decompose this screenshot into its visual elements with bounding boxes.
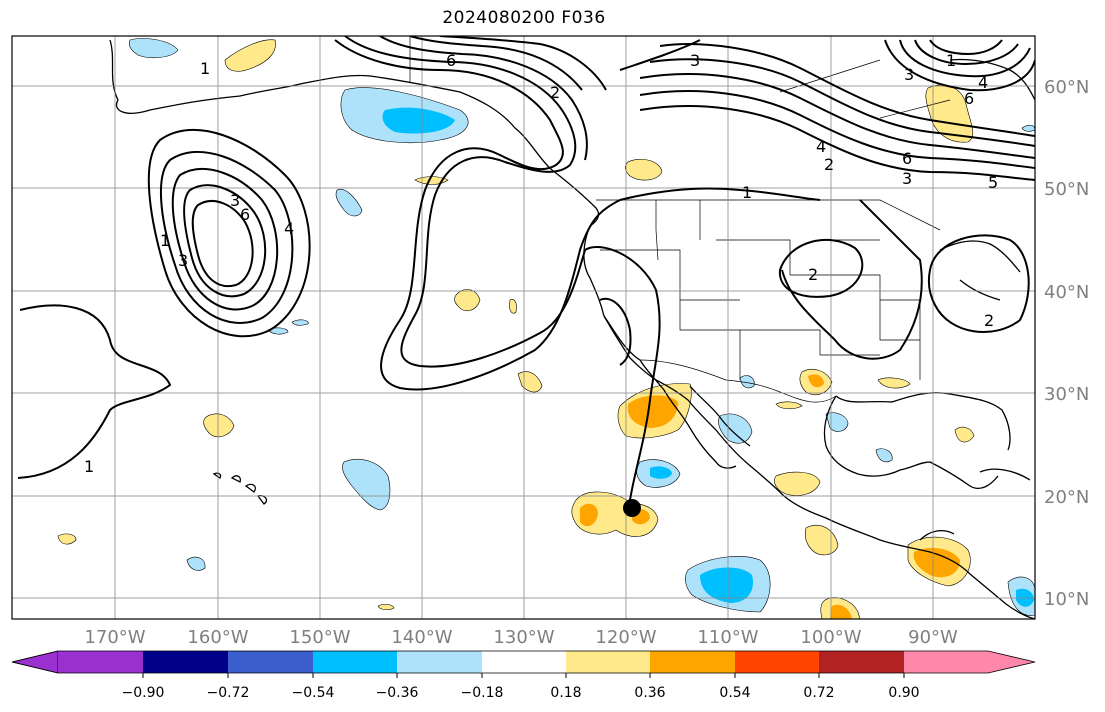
contour-label: 2 xyxy=(808,265,818,284)
contour-label: 3 xyxy=(902,169,912,188)
map-title: 2024080200 F036 xyxy=(442,8,606,28)
colorbar-tick-label: 0.90 xyxy=(888,685,919,701)
colorbar-segment xyxy=(397,651,482,673)
contour-label: 4 xyxy=(284,219,294,238)
contour-label: 6 xyxy=(446,51,456,70)
contour-label: 3 xyxy=(178,251,188,270)
colorbar-segment xyxy=(313,651,397,673)
contour-labels: 1 1 1 6 3 4 2 6 3 5 1 2 2 3 6 4 3 1 6 4 … xyxy=(84,51,998,476)
contour-label: 1 xyxy=(200,59,210,78)
colorbar-tick-label: −0.36 xyxy=(376,685,419,701)
contour-label: 3 xyxy=(690,51,700,70)
latitude-axis: 60°N 50°N 40°N 30°N 20°N 10°N xyxy=(1044,77,1089,610)
contour-label: 4 xyxy=(816,137,826,156)
contour-label: 6 xyxy=(240,205,250,224)
contour-label: 1 xyxy=(160,231,170,250)
lat-label: 20°N xyxy=(1044,487,1089,508)
colorbar-segment xyxy=(482,651,566,673)
contour-label: 2 xyxy=(984,311,994,330)
lon-label: 110°W xyxy=(697,627,758,648)
gridlines xyxy=(12,36,1035,619)
colorbar-tick-label: 0.72 xyxy=(803,685,834,701)
colorbar-segment xyxy=(735,651,819,673)
contour-label: 3 xyxy=(230,191,240,210)
contour-label: 5 xyxy=(988,173,998,192)
colorbar-segment xyxy=(58,651,143,673)
colorbar-tick-label: −0.72 xyxy=(207,685,250,701)
colorbar-outline xyxy=(11,650,1036,674)
contour-label: 4 xyxy=(978,73,988,92)
colorbar-tick-label: −0.90 xyxy=(122,685,165,701)
colorbar-tick-label: −0.18 xyxy=(461,685,504,701)
contour-label: 1 xyxy=(946,51,956,70)
lon-label: 140°W xyxy=(391,627,452,648)
colorbar-tick-label: 0.18 xyxy=(550,685,581,701)
longitude-axis: 170°W 160°W 150°W 140°W 130°W 120°W 110°… xyxy=(84,627,958,648)
lon-label: 160°W xyxy=(187,627,248,648)
lat-label: 10°N xyxy=(1044,589,1089,610)
contour-label: 1 xyxy=(84,457,94,476)
lat-label: 60°N xyxy=(1044,77,1089,98)
lat-label: 40°N xyxy=(1044,282,1089,303)
contour-label: 6 xyxy=(964,89,974,108)
lon-label: 170°W xyxy=(84,627,145,648)
lon-label: 130°W xyxy=(493,627,554,648)
colorbar-tick-label: 0.54 xyxy=(719,685,750,701)
contour-label: 2 xyxy=(824,155,834,174)
contour-label: 1 xyxy=(742,183,752,202)
lon-label: 100°W xyxy=(800,627,861,648)
contour-lines xyxy=(17,36,1035,501)
colorbar-segment xyxy=(819,651,904,673)
colorbar-extend-high xyxy=(904,651,1035,673)
contour-label: 6 xyxy=(902,149,912,168)
colorbar-segment xyxy=(228,651,313,673)
anomaly-shading xyxy=(57,38,1035,619)
colorbar-tick-label: −0.54 xyxy=(292,685,335,701)
lon-label: 90°W xyxy=(908,627,958,648)
colorbar: −0.90 −0.72 −0.54 −0.36 −0.18 0.18 0.36 … xyxy=(11,650,1036,701)
contour-label: 3 xyxy=(904,65,914,84)
plot-frame xyxy=(11,35,1036,620)
location-marker xyxy=(623,499,641,517)
colorbar-segment xyxy=(143,651,228,673)
colorbar-segment xyxy=(566,651,650,673)
colorbar-ticks xyxy=(142,673,905,678)
contour-label: 2 xyxy=(550,83,560,102)
colorbar-tick-label: 0.36 xyxy=(634,685,665,701)
lon-label: 150°W xyxy=(289,627,350,648)
lat-label: 30°N xyxy=(1044,384,1089,405)
lat-label: 50°N xyxy=(1044,179,1089,200)
lon-label: 120°W xyxy=(595,627,656,648)
colorbar-extend-low xyxy=(11,650,59,674)
colorbar-segment xyxy=(650,651,735,673)
